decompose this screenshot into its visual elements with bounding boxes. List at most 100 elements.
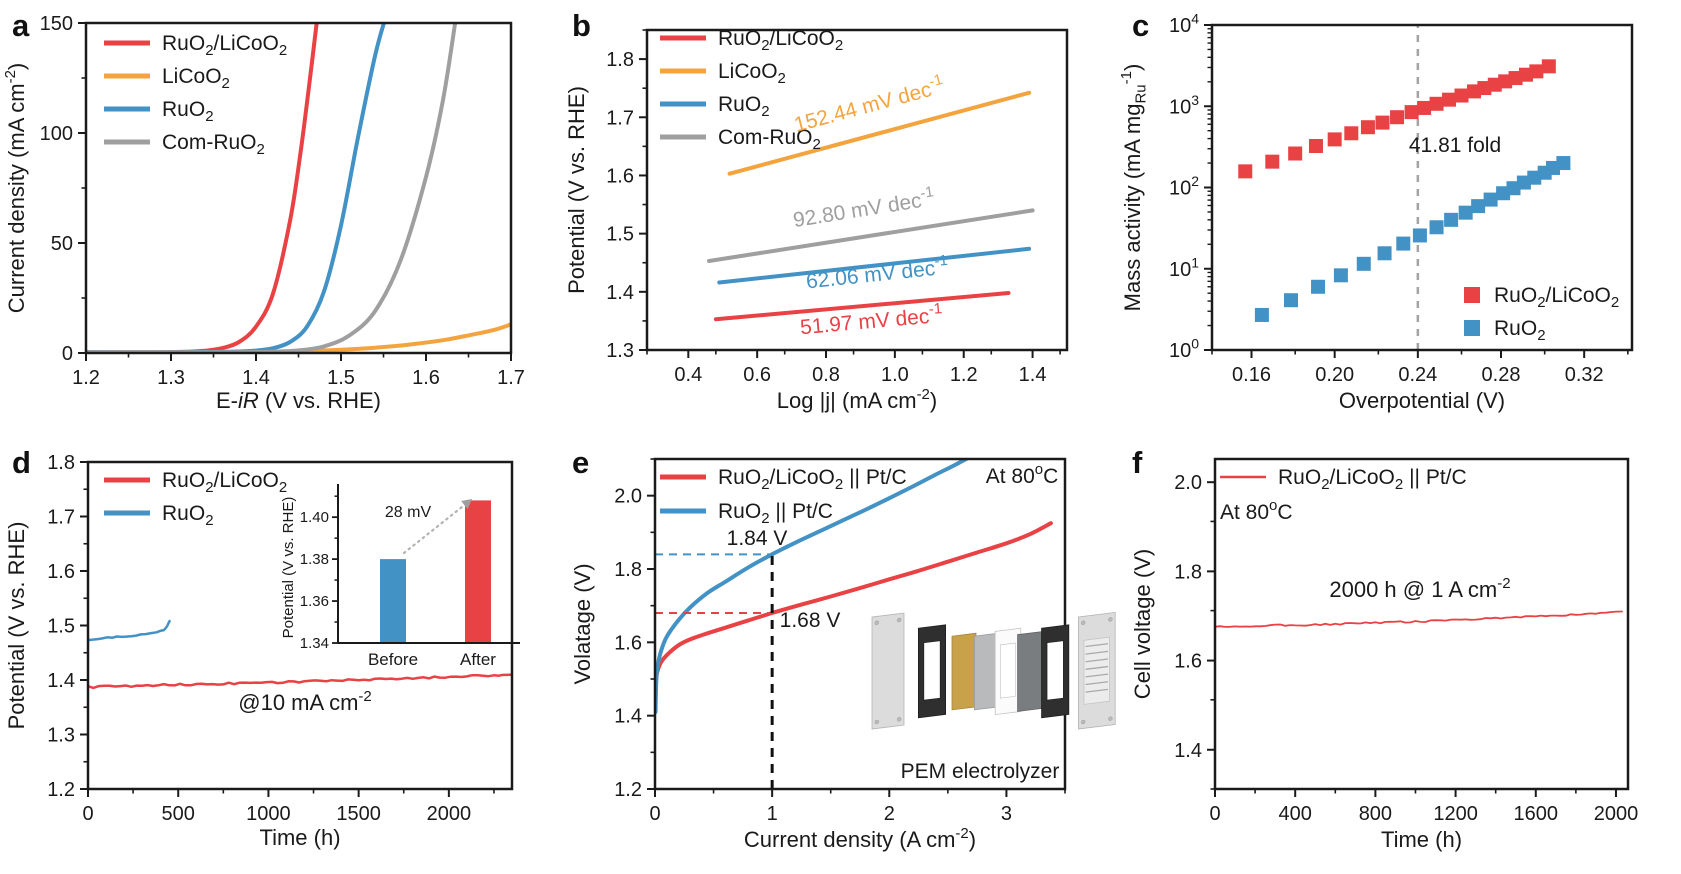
delta-annotation: 28 mV	[385, 504, 432, 521]
chart-mass-activity: 0.16 0.20 0.24 0.28 0.32 100 101 102 103 104 Overp…	[1120, 11, 1634, 413]
y-tick-label: 1.5	[47, 616, 75, 638]
x-tick-label: 1.7	[497, 367, 525, 389]
data-point	[1344, 126, 1359, 141]
arrow-head	[461, 499, 472, 510]
y-tick-label: 1.6	[47, 561, 75, 583]
line-series-1	[655, 459, 971, 714]
x-tick-label: 400	[1279, 803, 1312, 825]
plot-frame	[653, 457, 1067, 791]
x-tick-label: 1500	[336, 803, 381, 825]
legend-label-3: Com-RuO2	[162, 131, 265, 158]
y-tick-label: 1.6	[606, 165, 634, 187]
panel-letter-b: b	[572, 8, 591, 43]
data-point	[1458, 205, 1473, 220]
pem-bolt	[1108, 617, 1113, 622]
y-tick-label: 1.7	[606, 107, 634, 129]
pem-electrolyzer-illustration	[871, 612, 1116, 730]
legend: RuO2/LiCoO2 || Pt/C	[1220, 466, 1467, 493]
legend-label-1: RuO2	[1494, 317, 1546, 344]
inset-ytick-label: 1.38	[300, 551, 329, 568]
pem-layer	[1078, 612, 1116, 730]
data-point	[1412, 228, 1427, 243]
inset-ytick-label: 1.40	[300, 509, 329, 526]
annotation-0: @10 mA cm-2	[238, 688, 371, 715]
x-tick-label: 1	[767, 803, 778, 825]
scatter-series-1	[1254, 156, 1571, 322]
y-tick-label: 104	[1169, 11, 1199, 37]
x-axis-label: Time (h)	[1381, 827, 1462, 852]
x-tick-label: 1600	[1514, 803, 1559, 825]
x-tick-label: 0.28	[1482, 364, 1521, 386]
data-point	[1308, 139, 1323, 154]
x-tick-label: 0.32	[1565, 364, 1604, 386]
x-tick-label: 1.5	[327, 367, 355, 389]
legend: RuO2/LiCoO2 RuO2	[1464, 284, 1619, 344]
annotation-2: At 80oC	[986, 461, 1059, 488]
panel-e: e 0 1 2 3 1.2 1.4 1.6 1.8 2.0 Current density (A …	[560, 437, 1120, 874]
pem-layer-face	[1017, 631, 1043, 712]
y-axis-label: Cell voltage (V)	[1130, 549, 1155, 699]
chart-tafel-slopes: 0.4 0.6 0.8 1.0 1.2 1.4 1.3 1.4 1.5 1.6 1.7 1.8 Log …	[564, 27, 1069, 413]
panel-letter-d: d	[12, 445, 31, 480]
x-tick-label: 1.2	[950, 364, 978, 386]
data-point	[1265, 154, 1280, 169]
pem-flow-channel	[1085, 688, 1109, 693]
line-series-1	[88, 619, 171, 642]
line-series-2	[717, 246, 1032, 285]
bar-before	[380, 559, 406, 643]
x-tick-label: 1.4	[242, 367, 270, 389]
x-tick-label: 0.16	[1232, 364, 1271, 386]
y-tick-label: 1.5	[606, 224, 634, 246]
x-axis-label: E-iR (V vs. RHE)	[216, 388, 381, 413]
x-tick-label: 2	[884, 803, 895, 825]
y-tick-label: 1.4	[614, 706, 642, 728]
y-axis-label: Current density (mA cm-2)	[2, 63, 29, 314]
legend-label-1: RuO2	[162, 502, 214, 529]
pem-layer	[951, 632, 977, 711]
increase-arrow	[402, 502, 467, 555]
y-tick-label: 102	[1169, 173, 1199, 199]
legend: RuO2/LiCoO2 RuO2	[104, 469, 287, 529]
pem-layer	[1041, 624, 1070, 719]
y-axis-label: Potential (V vs. RHE)	[4, 522, 29, 730]
y-tick-label: 100	[40, 123, 73, 145]
y-tick-label: 2.0	[614, 486, 642, 508]
pem-bolt	[874, 620, 879, 625]
x-tick-label: 1.0	[881, 364, 909, 386]
legend-label-0: RuO2/LiCoO2	[1494, 284, 1619, 311]
y-tick-label: 1.3	[606, 340, 634, 362]
pem-bolt	[1108, 716, 1113, 721]
scatter-series-0	[1238, 59, 1556, 179]
legend-label-0: RuO2/LiCoO2	[718, 27, 843, 54]
pem-flow-channel	[1085, 673, 1109, 678]
legend-label-3: Com-RuO2	[718, 126, 821, 153]
pem-layer-face	[951, 632, 977, 711]
data-point	[1454, 88, 1469, 103]
x-tick-label: 2000	[1594, 803, 1639, 825]
panel-letter-c: c	[1132, 8, 1150, 43]
data-point	[1333, 268, 1348, 283]
line-series-1	[86, 322, 511, 353]
inset-y-axis-label: Potential (V vs. RHE)	[280, 497, 297, 639]
pem-flow-channel	[1085, 658, 1109, 663]
pem-flow-field	[1083, 636, 1110, 705]
x-tick-label: 2000	[427, 803, 472, 825]
y-tick-label: 50	[51, 233, 73, 255]
y-tick-label: 1.4	[1174, 740, 1202, 762]
y-tick-label: 150	[40, 13, 73, 35]
data-point	[1483, 192, 1498, 207]
legend-label-0: RuO2/LiCoO2 || Pt/C	[718, 466, 907, 493]
annotation-0: 152.44 mV dec-1	[791, 71, 947, 137]
line-series-2	[86, 23, 387, 353]
pem-bolt	[897, 617, 902, 623]
legend-label-1: LiCoO2	[718, 60, 786, 87]
panel-d: d 0 500 1000 1500 2000 1.2 1.3 1.4 1.5 1.6 1.7 1.8 T…	[0, 437, 560, 874]
y-tick-label: 101	[1169, 254, 1199, 280]
pem-bolt	[1081, 719, 1086, 725]
legend-label-0: RuO2/LiCoO2	[162, 32, 287, 59]
y-tick-label: 0	[62, 343, 73, 365]
x-tick-label: 1.4	[1019, 364, 1047, 386]
y-tick-label: 1.8	[614, 559, 642, 581]
y-axis-label: Mass activity (mA mgRu-1)	[1120, 64, 1149, 312]
x-tick-label: 3	[1001, 803, 1012, 825]
